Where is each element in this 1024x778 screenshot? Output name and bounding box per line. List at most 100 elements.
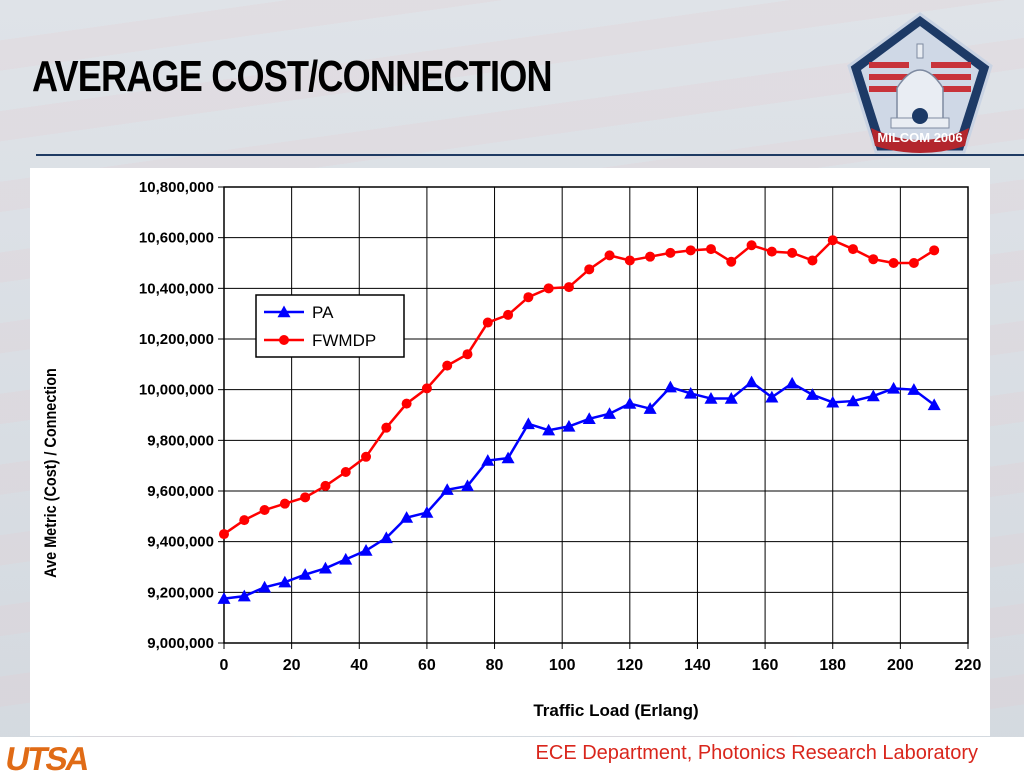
data-point-fwmdp [523, 292, 534, 303]
data-point-fwmdp [929, 245, 940, 256]
data-point-pa [704, 392, 718, 404]
data-point-fwmdp [421, 383, 432, 394]
data-point-pa [663, 380, 677, 393]
x-tick-label: 120 [616, 657, 643, 674]
x-tick-label: 220 [955, 657, 982, 674]
y-tick-label: 9,000,000 [147, 635, 214, 652]
legend-marker-pa [277, 305, 291, 318]
x-tick-label: 60 [418, 657, 436, 674]
x-tick-label: 40 [350, 657, 368, 674]
data-point-fwmdp [584, 264, 595, 275]
data-point-pa [724, 392, 738, 404]
legend-label-fwmdp: FWMDP [312, 331, 376, 350]
grid-lines [218, 186, 969, 649]
data-point-pa [846, 394, 860, 407]
data-point-pa [298, 568, 312, 580]
page-title: AVERAGE COST/CONNECTION [32, 52, 553, 101]
data-point-fwmdp [239, 515, 250, 526]
data-point-pa [521, 417, 535, 430]
data-point-pa [907, 383, 921, 395]
chart-legend: PA FWMDP [255, 294, 405, 358]
data-point-pa [765, 390, 779, 403]
data-point-pa [501, 451, 515, 464]
data-point-fwmdp [908, 258, 919, 268]
data-point-fwmdp [604, 250, 615, 261]
data-point-fwmdp [888, 258, 899, 268]
data-point-pa [440, 483, 454, 495]
y-tick-label: 9,600,000 [147, 483, 214, 500]
x-tick-label: 20 [283, 657, 301, 674]
data-point-pa [805, 388, 819, 400]
data-point-fwmdp [665, 247, 676, 258]
data-point-fwmdp [300, 492, 311, 503]
data-point-pa [887, 381, 901, 394]
data-point-pa [643, 402, 657, 414]
data-point-fwmdp [645, 251, 656, 262]
x-tick-labels: 0 20 40 60 80 100 120 140 160 180 200 220 [220, 657, 982, 674]
data-point-pa [420, 506, 434, 518]
series-line-pa [223, 380, 935, 600]
milcom-badge-logo: MILCOM 2006 [847, 12, 993, 154]
data-point-fwmdp [848, 244, 859, 255]
data-point-fwmdp [827, 235, 838, 246]
data-point-pa [237, 589, 251, 602]
data-point-fwmdp [259, 505, 270, 515]
y-tick-label: 10,000,000 [139, 382, 214, 399]
data-point-pa [318, 561, 332, 574]
data-point-fwmdp [381, 422, 392, 433]
data-point-fwmdp [219, 529, 229, 540]
data-point-pa [481, 454, 495, 466]
data-point-fwmdp [340, 467, 351, 477]
data-point-pa [258, 580, 272, 593]
footer-bar [0, 737, 1024, 768]
data-point-fwmdp [624, 255, 635, 266]
data-point-fwmdp [361, 451, 372, 462]
data-point-pa [278, 575, 292, 588]
y-tick-label: 10,400,000 [139, 280, 214, 297]
data-point-fwmdp [746, 240, 757, 251]
legend-marker-fwmdp [279, 335, 289, 345]
legend-label-pa: PA [312, 303, 334, 322]
data-point-pa [785, 376, 799, 389]
data-point-fwmdp [787, 247, 798, 258]
data-point-pa [745, 375, 759, 388]
data-point-pa [684, 386, 698, 399]
data-point-fwmdp [503, 309, 514, 320]
data-point-pa [400, 511, 414, 523]
y-tick-labels: 9,000,000 9,200,000 9,400,000 9,600,000 9,80… [139, 179, 214, 652]
data-point-fwmdp [401, 398, 412, 409]
data-point-fwmdp [279, 498, 290, 509]
chart-panel: 9,000,000 9,200,000 9,400,000 9,600,000 9,80… [30, 168, 990, 736]
y-tick-label: 10,600,000 [139, 230, 214, 247]
data-point-pa [866, 389, 880, 402]
data-point-pa [603, 407, 617, 419]
y-tick-label: 9,400,000 [147, 534, 214, 551]
y-tick-label: 9,800,000 [147, 432, 214, 449]
data-point-fwmdp [807, 255, 818, 266]
data-point-fwmdp [766, 246, 777, 257]
data-point-pa [379, 531, 393, 544]
data-point-pa [826, 395, 840, 408]
data-point-pa [623, 397, 637, 409]
data-point-pa [359, 544, 373, 556]
series-group [217, 235, 941, 604]
y-tick-label: 10,800,000 [139, 179, 214, 196]
y-axis-label: Ave Metric (Cost) / Connection [42, 368, 60, 578]
title-divider [36, 154, 1024, 156]
x-tick-label: 0 [220, 657, 229, 674]
data-point-fwmdp [543, 283, 554, 294]
series-line-fwmdp [223, 238, 935, 536]
data-point-pa [339, 552, 353, 565]
data-point-fwmdp [320, 480, 331, 491]
x-tick-label: 140 [684, 657, 711, 674]
data-point-fwmdp [726, 256, 737, 267]
line-chart: 9,000,000 9,200,000 9,400,000 9,600,000 9,80… [42, 179, 982, 720]
data-point-fwmdp [685, 245, 696, 256]
legend-box [255, 294, 405, 358]
series-fwmdp [219, 235, 940, 540]
data-point-pa [542, 423, 556, 436]
data-point-fwmdp [705, 244, 716, 255]
x-axis-label: Traffic Load (Erlang) [533, 701, 698, 720]
data-point-pa [460, 479, 474, 492]
data-point-pa [582, 412, 596, 424]
